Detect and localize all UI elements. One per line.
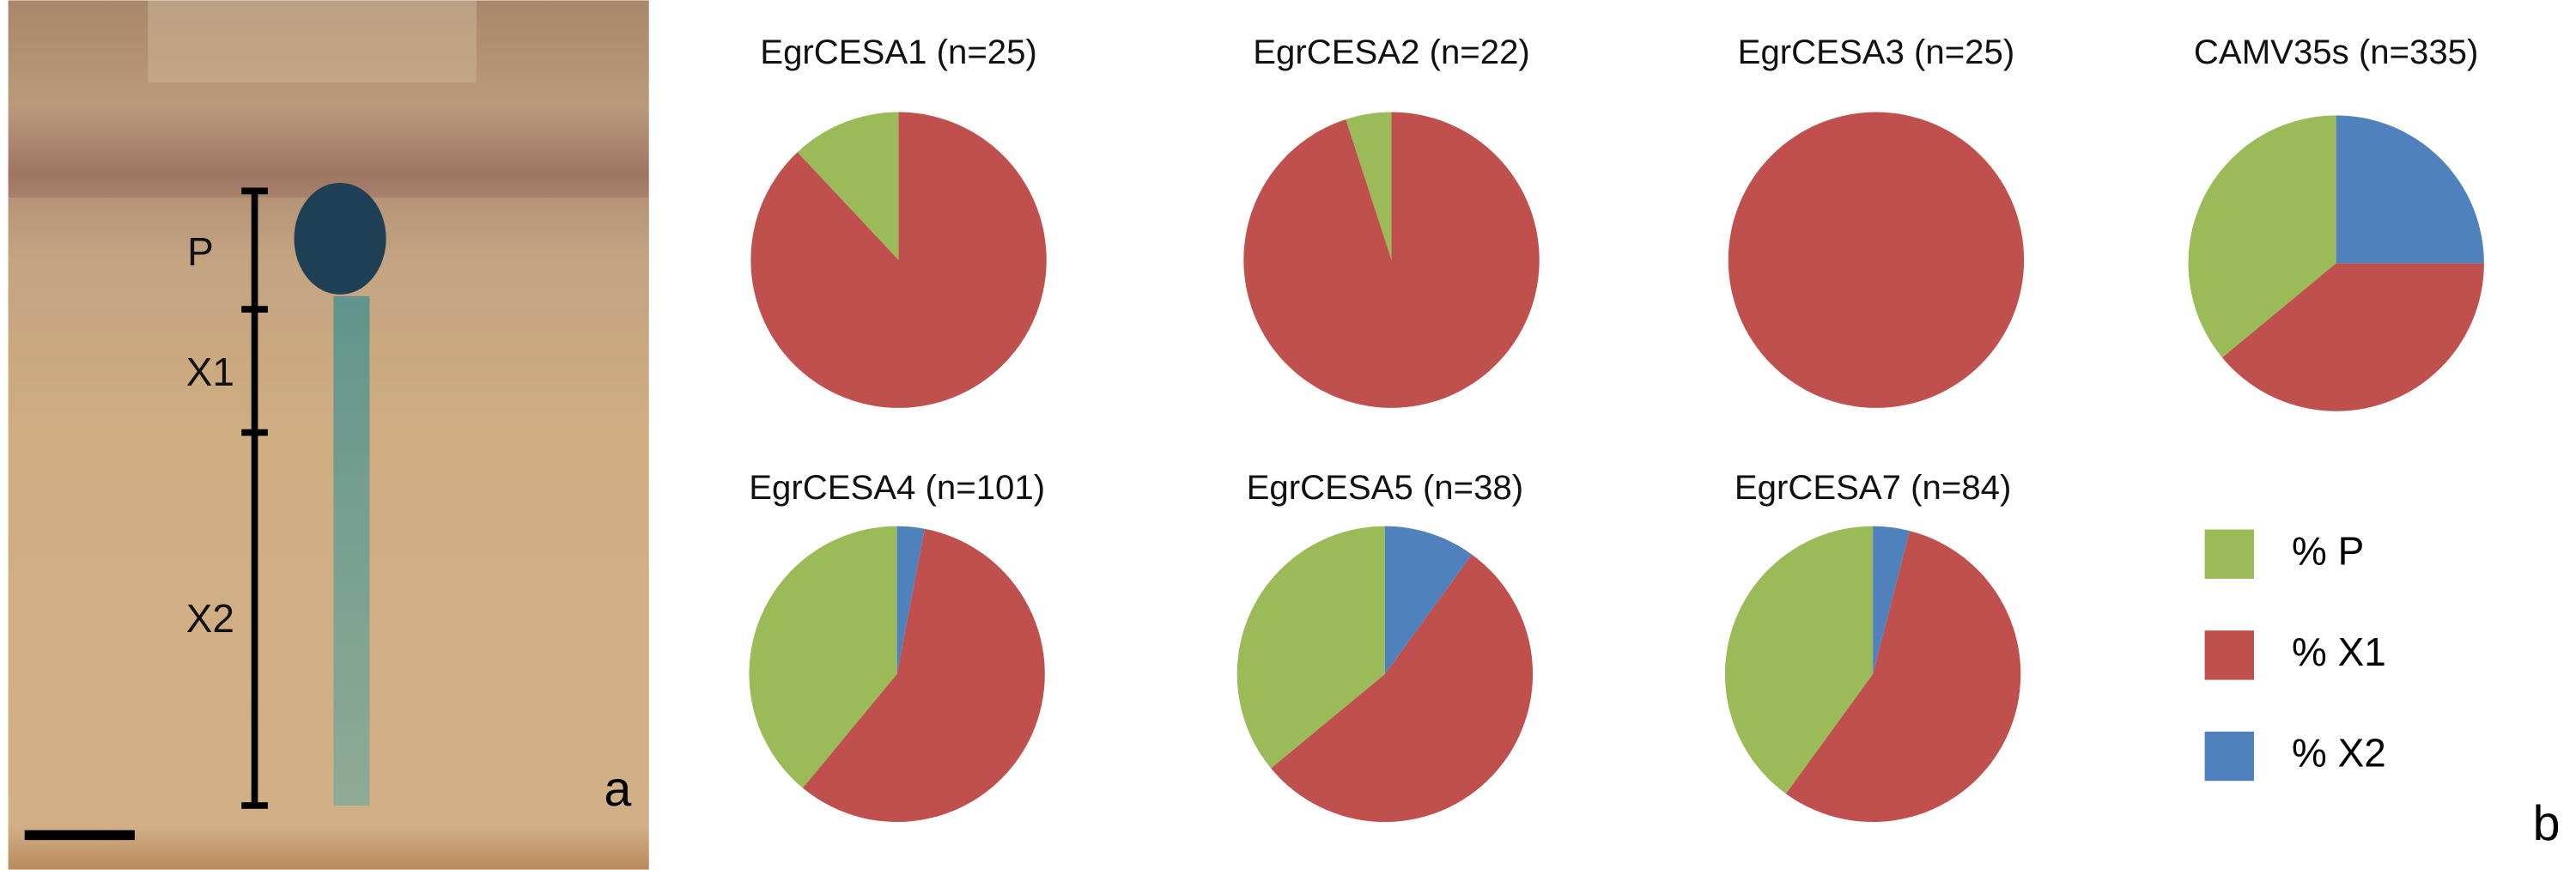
pie-slice: [2188, 115, 2336, 358]
pie-slice: [1785, 531, 2021, 823]
pie-slice: [749, 526, 897, 788]
legend-label: % X1: [2292, 630, 2386, 674]
photo: P X1 X2 a: [8, 0, 649, 870]
chart-title: EgrCESA5 (n=38): [1247, 468, 1524, 507]
legend-label: % P: [2292, 528, 2364, 573]
pie-slice: [1271, 554, 1534, 823]
chart-title: EgrCESA7 (n=84): [1735, 468, 2012, 507]
stain-trail: [333, 295, 370, 806]
photo-background: [8, 0, 649, 870]
panel-label: b: [2533, 796, 2561, 851]
legend-swatch: [2204, 630, 2254, 680]
chart-title: EgrCESA2 (n=22): [1253, 33, 1530, 71]
legend-swatch: [2204, 529, 2254, 579]
panel-label: a: [604, 762, 631, 817]
pie-slice: [896, 526, 925, 674]
pie-slice: [750, 112, 1047, 408]
pie-slice: [1728, 112, 2025, 408]
pie-slice: [1236, 526, 1385, 769]
stain-spot: [294, 182, 386, 295]
photo-region: [148, 0, 477, 83]
zone-label: P: [187, 229, 214, 274]
legend-swatch: [2204, 731, 2254, 782]
pie-slice: [1346, 112, 1392, 260]
pie-slice: [2221, 263, 2484, 411]
zone-label: X2: [186, 596, 234, 641]
pie-slice: [1243, 112, 1540, 408]
legend-label: % X2: [2292, 731, 2386, 776]
chart-title: EgrCESA1 (n=25): [760, 33, 1037, 71]
chart-title: EgrCESA4 (n=101): [749, 468, 1045, 507]
chart-title: CAMV35s (n=335): [2194, 33, 2478, 71]
pie-slice: [1384, 526, 1473, 674]
pie-slice: [1724, 526, 1874, 794]
chart-title: EgrCESA3 (n=25): [1738, 33, 2015, 71]
pie-slice: [2336, 115, 2484, 264]
pie-slice: [1873, 526, 1910, 674]
pie-slice: [797, 112, 899, 260]
zone-label: X1: [186, 350, 234, 394]
pie-slice: [802, 528, 1045, 823]
